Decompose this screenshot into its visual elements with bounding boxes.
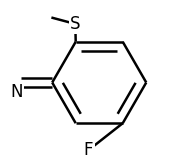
- Text: N: N: [10, 83, 23, 101]
- Text: F: F: [84, 141, 93, 159]
- Text: S: S: [70, 15, 81, 33]
